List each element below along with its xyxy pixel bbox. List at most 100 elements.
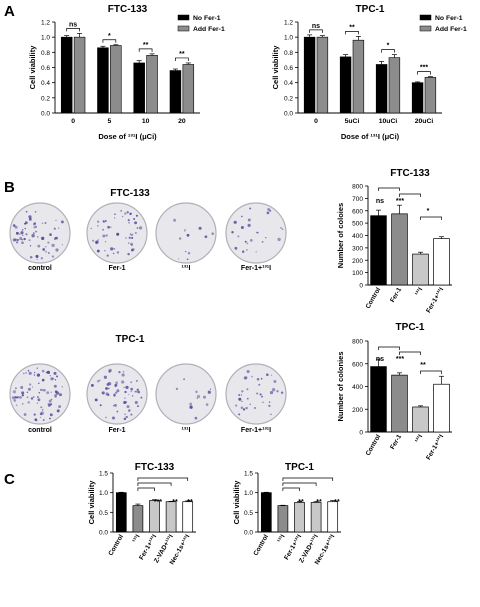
colony-dot (25, 210, 28, 213)
colony-dot (276, 390, 279, 393)
bar (132, 505, 144, 533)
colony-dot (112, 416, 115, 420)
x-tick-label: Fer-1+¹³¹I (425, 433, 445, 461)
colony-dot (130, 413, 133, 416)
colony-dot (277, 237, 281, 242)
colony-dot (96, 379, 100, 383)
significance-label: * (387, 43, 390, 50)
y-tick-label: 0.5 (99, 510, 108, 517)
chart-title: FTC-133 (108, 4, 148, 15)
colony-dot (122, 371, 125, 373)
colony-dot (125, 415, 128, 419)
colony-dot (29, 245, 32, 247)
panel-label-a: A (4, 3, 15, 20)
colony-dot (115, 391, 118, 394)
y-tick-label: 800 (352, 339, 363, 346)
colony-dot (39, 388, 43, 392)
legend-label: Add Fer-1 (193, 26, 225, 33)
significance-bracket (137, 487, 155, 491)
colony-dot (125, 237, 127, 239)
y-tick-label: 0.6 (284, 65, 293, 72)
bar (310, 502, 322, 533)
colony-dot (51, 255, 54, 258)
colony-dot (45, 371, 48, 374)
colony-dot (90, 383, 94, 387)
y-axis-label: Cell viability (28, 45, 37, 90)
colony-dot (23, 372, 25, 375)
bar (433, 238, 450, 286)
colony-dot (16, 241, 19, 244)
colony-dot (47, 241, 50, 244)
x-tick-label: Control (252, 533, 270, 557)
colony-dot (42, 389, 44, 391)
y-tick-label: 0.6 (41, 65, 50, 72)
y-tick-label: 0.2 (284, 95, 293, 102)
colony-dot (104, 250, 106, 252)
y-tick-label: 200 (352, 407, 363, 414)
colony-dot (134, 400, 138, 405)
colony-dot (107, 382, 112, 386)
colony-dot (20, 231, 24, 235)
colony-dot (256, 378, 260, 381)
colony-dot (129, 212, 132, 216)
colony-dot (45, 246, 47, 248)
y-tick-label: 1.0 (41, 35, 50, 42)
colony-dot (42, 419, 45, 421)
y-tick-label: 800 (352, 184, 363, 191)
colony-dot (38, 382, 40, 385)
colony-dot (25, 233, 28, 236)
significance-bracket (282, 482, 317, 486)
colony-dot (270, 413, 272, 416)
x-axis-label: Dose of ¹³¹I (μCi) (341, 132, 400, 141)
significance-bracket (102, 39, 117, 43)
colony-plate (225, 202, 287, 264)
bar (182, 64, 195, 114)
colony-dot (187, 251, 191, 255)
colony-dot (47, 403, 51, 406)
colony-dot (133, 218, 136, 220)
colony-dot (45, 250, 47, 253)
colony-dot (49, 417, 51, 420)
colony-dot (244, 240, 247, 243)
y-tick-label: 1.0 (284, 35, 293, 42)
colony-dot (254, 407, 256, 409)
significance-label: ** (298, 499, 304, 506)
colony-dot (205, 403, 209, 406)
colony-dot (240, 394, 243, 396)
colony-dot (15, 231, 19, 235)
colony-dot (183, 378, 186, 381)
colony-dot (280, 391, 284, 394)
colony-dot (266, 373, 269, 376)
colony-dot (270, 374, 273, 376)
colony-dot (113, 403, 117, 407)
colony-dot (242, 408, 246, 411)
colony-dot (11, 396, 16, 400)
colony-dot (22, 234, 24, 237)
colony-dot (27, 387, 31, 391)
colony-dot (273, 380, 277, 383)
plate-label-control-ftc: control (28, 265, 52, 272)
colony-dot (240, 215, 243, 218)
colony-dot (60, 220, 64, 224)
colony-dot (184, 230, 186, 232)
y-tick-label: 1.5 (244, 471, 253, 478)
colony-dot (125, 385, 129, 390)
colony-dot (24, 221, 28, 225)
colony-dot (101, 391, 105, 395)
colony-dot (36, 258, 38, 260)
colony-dot (280, 227, 282, 229)
colony-dot (249, 403, 251, 406)
colony-dot (115, 381, 118, 385)
colony-dot (127, 219, 130, 222)
y-tick-label: 0.8 (41, 50, 50, 57)
colony-dot (196, 394, 201, 399)
chart-a2: TPC-1 0.0 0.2 0.4 0.6 0.8 1.0 1.2 Cell viability… (271, 4, 467, 141)
bar (260, 492, 272, 533)
y-tick-label: 300 (352, 245, 363, 252)
colony-dot (110, 247, 114, 251)
colony-dot (49, 233, 52, 236)
colony-dot (124, 397, 126, 399)
chart-title: FTC-133 (135, 462, 175, 473)
colony-dot (238, 394, 241, 396)
significance-bracket (420, 370, 442, 374)
